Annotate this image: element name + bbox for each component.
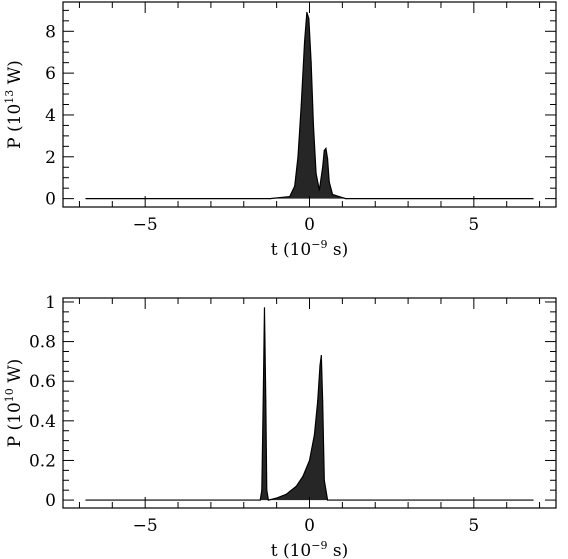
x-axis-label-unit: s)	[327, 541, 348, 559]
series-envelope	[86, 12, 533, 199]
data-point	[323, 479, 325, 481]
data-point	[323, 149, 325, 152]
data-point	[266, 489, 268, 491]
x-axis-label-exponent: −9	[311, 238, 327, 251]
data-point	[325, 147, 327, 150]
y-tick-label: 0	[45, 491, 56, 511]
chart-2: −5 0 5 0 0.2 0.4 0.6 0.8 1 t (10−9 s) P (1010 W)	[3, 293, 557, 559]
x-axis-label-text: t (10	[271, 541, 312, 559]
data-point	[285, 493, 288, 495]
data-point	[308, 18, 310, 20]
data-point	[259, 499, 261, 501]
y-tick-label: 2	[45, 148, 56, 168]
data-point	[326, 158, 329, 160]
y-axis-label-exponent: 10	[3, 388, 16, 402]
data-point	[331, 193, 334, 196]
data-point	[317, 400, 319, 402]
data-point	[294, 185, 296, 187]
data-point	[312, 124, 315, 127]
data-point	[297, 156, 299, 158]
data-point	[262, 380, 265, 382]
y-tick-label: 0.2	[29, 451, 56, 471]
data-point	[303, 41, 306, 43]
x-axis-label: t (10−9 s)	[271, 539, 348, 559]
data-point	[295, 485, 297, 487]
data-point	[319, 364, 321, 366]
y-tick-label: 1	[45, 293, 56, 313]
x-axis-label-unit: s)	[327, 240, 348, 260]
data-point	[345, 198, 347, 200]
data-point	[302, 475, 304, 477]
y-tick-label: 6	[45, 64, 56, 84]
data-point	[320, 354, 322, 357]
data-point	[269, 198, 271, 200]
x-tick-label: 5	[468, 516, 479, 536]
y-tick-label: 0.8	[29, 333, 56, 353]
data-point	[315, 172, 317, 175]
data-point	[85, 198, 87, 200]
data-point	[322, 166, 324, 168]
y-tick-label: 0.4	[29, 412, 56, 432]
y-axis-label-unit: W)	[5, 359, 25, 389]
y-axis-label-unit: W)	[5, 60, 25, 90]
data-point	[532, 499, 534, 501]
y-axis-label-text: P (10	[5, 402, 25, 447]
data-point	[326, 499, 329, 501]
y-axis-label: P (1010 W)	[3, 359, 25, 448]
data-point	[310, 62, 312, 64]
x-tick-label: −5	[133, 516, 158, 536]
x-tick-label: 0	[304, 215, 315, 235]
y-tick-label: 0.6	[29, 372, 56, 392]
data-point	[306, 11, 308, 14]
x-tick-label: −5	[133, 215, 158, 235]
data-point	[338, 195, 340, 198]
y-axis-label-text: P (10	[5, 104, 25, 149]
data-point	[328, 181, 330, 183]
data-point	[276, 497, 278, 499]
data-point	[279, 196, 281, 199]
data-point	[322, 400, 324, 402]
data-point	[267, 499, 270, 501]
x-axis-label: t (10−9 s)	[271, 238, 348, 260]
x-tick-label: 5	[468, 215, 479, 235]
y-tick-label: 4	[45, 106, 56, 126]
data-point	[313, 434, 316, 436]
data-point	[318, 189, 320, 191]
data-point	[289, 195, 291, 198]
data-point	[532, 198, 534, 200]
x-axis-label-text: t (10	[271, 240, 312, 260]
y-tick-label: 0	[45, 190, 56, 210]
y-tick-label: 8	[45, 22, 56, 42]
data-point	[308, 459, 311, 462]
data-point	[265, 400, 267, 402]
data-point	[261, 489, 263, 491]
chart-1: −5 0 5 0 2 4 6 8 t (10−9 s) P (1013 W)	[3, 1, 557, 260]
data-point	[300, 103, 302, 106]
series-envelope	[86, 307, 533, 501]
data-point	[85, 499, 87, 501]
y-axis-label-exponent: 13	[3, 90, 16, 104]
x-axis-label-exponent: −9	[311, 539, 327, 552]
y-axis-label: P (1013 W)	[3, 60, 25, 149]
data-point	[263, 307, 266, 309]
x-tick-label: 0	[304, 516, 315, 536]
